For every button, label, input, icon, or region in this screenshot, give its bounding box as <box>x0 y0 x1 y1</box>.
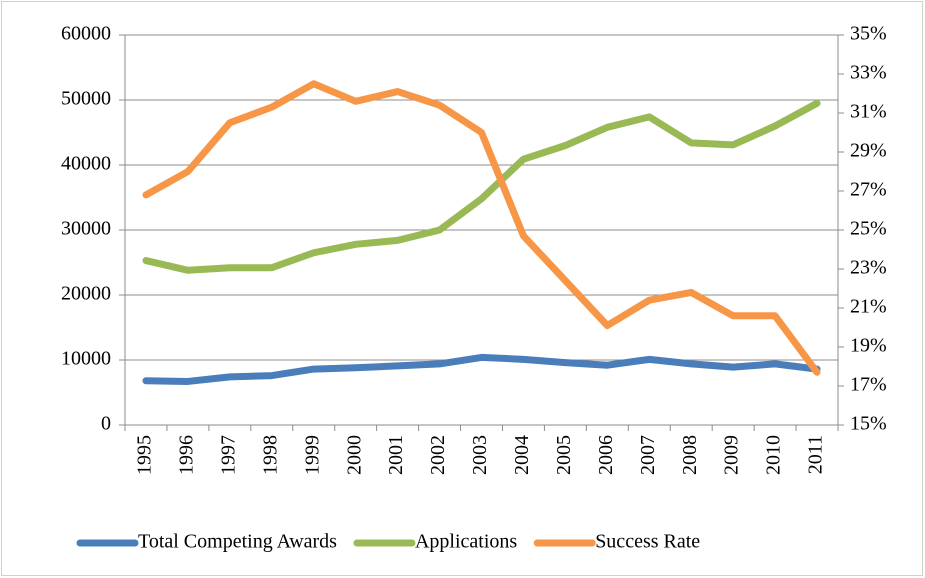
y2-tick-label: 35% <box>850 23 887 45</box>
x-tick-label: 2009 <box>721 435 743 475</box>
x-tick-label: 1995 <box>134 435 156 475</box>
y-tick-label: 20000 <box>61 283 111 305</box>
y2-tick-label: 25% <box>850 218 887 240</box>
x-tick-label: 2011 <box>805 435 827 474</box>
y-tick-label: 50000 <box>61 88 111 110</box>
x-tick-label: 2004 <box>511 435 533 475</box>
series-line <box>142 99 821 274</box>
y2-tick-label: 27% <box>850 179 887 201</box>
y2-tick-label: 29% <box>850 140 887 162</box>
y-tick-label: 40000 <box>61 153 111 175</box>
x-tick-label: 1998 <box>259 435 281 475</box>
y-tick-label: 0 <box>101 413 111 435</box>
x-tick-label: 2006 <box>595 435 617 475</box>
y2-tick-label: 31% <box>850 101 887 123</box>
series-line <box>142 80 821 376</box>
x-tick-label: 2002 <box>427 435 449 475</box>
y-tick-label: 60000 <box>61 23 111 45</box>
y-tick-label: 30000 <box>61 218 111 240</box>
x-tick-label: 2003 <box>469 435 491 475</box>
x-tick-label: 1997 <box>217 435 239 475</box>
x-tick-label: 2005 <box>553 435 575 475</box>
y2-tick-label: 15% <box>850 413 887 435</box>
y2-tick-label: 21% <box>850 296 887 318</box>
x-tick-label: 1996 <box>176 435 198 475</box>
x-tick-label: 2001 <box>385 435 407 475</box>
x-tick-label: 2000 <box>343 435 365 475</box>
x-tick-label: 2007 <box>637 435 659 475</box>
y2-tick-label: 33% <box>850 62 887 84</box>
y-tick-label: 10000 <box>61 348 111 370</box>
y2-tick-label: 17% <box>850 374 887 396</box>
legend-label: Success Rate <box>595 531 700 553</box>
x-tick-label: 1999 <box>301 435 323 475</box>
x-tick-label: 2008 <box>679 435 701 475</box>
legend-label: Applications <box>415 531 517 553</box>
series-line <box>142 353 821 385</box>
legend-label: Total Competing Awards <box>138 531 337 553</box>
x-tick-label: 2010 <box>763 435 785 475</box>
y2-tick-label: 19% <box>850 335 887 357</box>
y2-tick-label: 23% <box>850 257 887 279</box>
